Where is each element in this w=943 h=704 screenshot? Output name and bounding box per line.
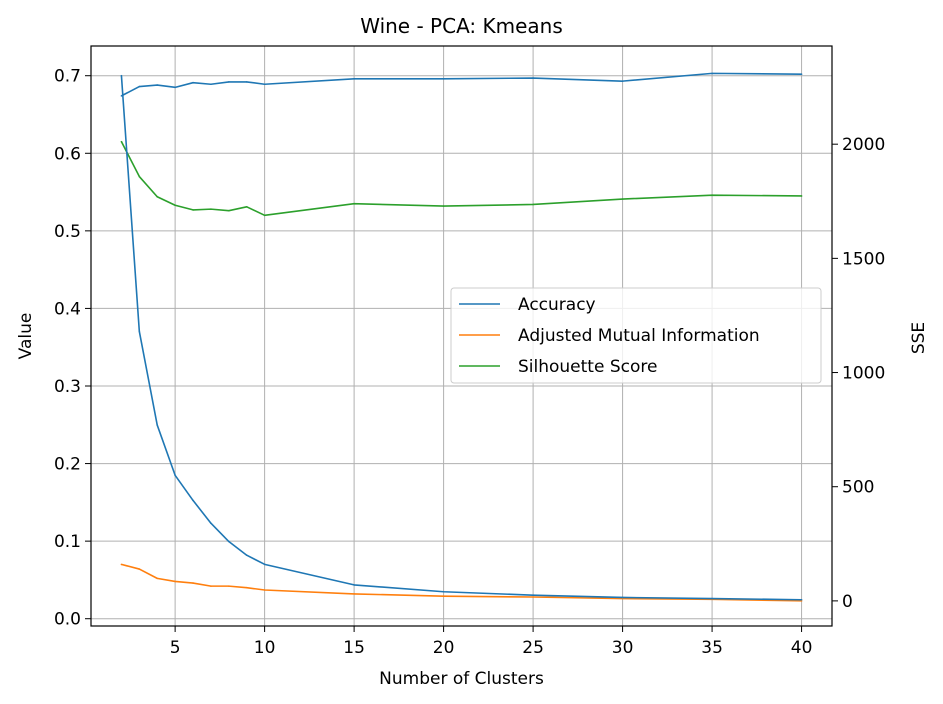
- data-point-silhouette-score: [532, 203, 534, 206]
- data-point-sse: [245, 554, 248, 557]
- legend-label-ami: Adjusted Mutual Information: [518, 326, 760, 346]
- legend: Accuracy Adjusted Mutual Information Sil…: [450, 287, 822, 384]
- data-point-accuracy: [621, 80, 624, 82]
- y2-tick-label: 1500: [842, 249, 885, 269]
- y-tick-label: 0.3: [54, 377, 81, 397]
- data-point-sse: [228, 540, 230, 543]
- data-point-silhouette-score: [138, 175, 141, 178]
- data-point-accuracy: [120, 95, 123, 97]
- data-point-accuracy: [192, 81, 194, 84]
- series-layer: [120, 72, 803, 602]
- data-point-adjusted-mutual-information: [353, 593, 355, 595]
- data-point-accuracy: [138, 85, 141, 88]
- data-point-adjusted-mutual-information: [138, 568, 141, 570]
- data-point-adjusted-mutual-information: [210, 585, 212, 587]
- data-point-silhouette-score: [245, 206, 248, 208]
- y-tick-label: 0.5: [54, 222, 81, 242]
- x-tick-label: 25: [522, 638, 544, 658]
- data-point-sse: [120, 74, 123, 77]
- data-point-accuracy: [442, 78, 445, 80]
- x-tick-label: 35: [701, 638, 723, 658]
- data-point-adjusted-mutual-information: [442, 595, 445, 598]
- data-point-accuracy: [800, 73, 803, 75]
- x-tick-label: 20: [433, 638, 455, 658]
- data-point-accuracy: [353, 78, 355, 80]
- data-point-accuracy: [174, 86, 176, 89]
- data-point-silhouette-score: [120, 140, 123, 143]
- data-point-accuracy: [263, 83, 266, 86]
- data-point-sse: [353, 584, 355, 586]
- data-point-silhouette-score: [711, 194, 713, 196]
- plot-frame: [90, 45, 833, 627]
- y2-axis-label: SSE: [909, 322, 929, 354]
- y-tick-label: 0.7: [54, 67, 81, 87]
- data-point-adjusted-mutual-information: [156, 577, 159, 580]
- legend-label-silhouette: Silhouette Score: [518, 357, 657, 377]
- data-point-silhouette-score: [210, 208, 212, 210]
- y-tick-label: 0.0: [54, 610, 81, 630]
- x-axis-label: Number of Clusters: [379, 669, 544, 689]
- data-point-adjusted-mutual-information: [120, 563, 123, 566]
- data-point-adjusted-mutual-information: [174, 580, 176, 583]
- x-tick-label: 5: [170, 638, 181, 658]
- legend-box: [450, 287, 822, 384]
- y2-tick-label: 0: [842, 592, 853, 612]
- data-point-adjusted-mutual-information: [532, 596, 534, 598]
- data-point-sse: [621, 596, 624, 599]
- y-tick-label: 0.2: [54, 455, 81, 475]
- data-point-sse: [263, 563, 266, 566]
- y-tick-label: 0.6: [54, 144, 81, 164]
- data-point-adjusted-mutual-information: [245, 586, 248, 589]
- x-tick-label: 15: [343, 638, 365, 658]
- data-point-adjusted-mutual-information: [192, 582, 194, 584]
- data-point-silhouette-score: [353, 202, 355, 205]
- y-axis-label: Value: [16, 313, 36, 360]
- y2-tick-label: 500: [842, 478, 874, 498]
- data-point-accuracy: [711, 72, 713, 75]
- data-point-silhouette-score: [442, 205, 445, 207]
- data-point-sse: [174, 474, 176, 477]
- data-point-accuracy: [210, 83, 212, 86]
- data-point-silhouette-score: [192, 209, 194, 211]
- data-point-sse: [532, 594, 534, 596]
- data-point-silhouette-score: [800, 195, 803, 197]
- data-point-silhouette-score: [263, 214, 266, 217]
- x-tick-label: 40: [791, 638, 813, 658]
- legend-label-accuracy: Accuracy: [518, 295, 596, 315]
- data-point-adjusted-mutual-information: [228, 585, 230, 587]
- y2-tick-label: 2000: [842, 135, 885, 155]
- data-point-silhouette-score: [228, 209, 230, 212]
- data-point-sse: [192, 499, 194, 502]
- data-point-adjusted-mutual-information: [263, 589, 266, 591]
- axis-layer: 5 10 15 20 25 30 35 40 0.0 0.1 0.2 0.3 0.4 0.5 0.6 0.7 0…: [54, 67, 885, 658]
- y-tick-label: 0.1: [54, 532, 81, 552]
- data-point-sse: [156, 424, 159, 426]
- x-tick-label: 10: [254, 638, 276, 658]
- data-point-sse: [800, 598, 803, 601]
- y-tick-label: 0.4: [54, 299, 81, 319]
- data-point-accuracy: [156, 84, 159, 86]
- data-point-accuracy: [228, 81, 230, 83]
- data-point-silhouette-score: [174, 204, 176, 207]
- data-point-sse: [711, 597, 713, 600]
- data-point-sse: [138, 330, 141, 333]
- x-tick-label: 30: [612, 638, 634, 658]
- data-point-accuracy: [245, 81, 248, 83]
- y2-tick-label: 1000: [842, 364, 885, 384]
- data-point-sse: [210, 522, 212, 525]
- chart-title: Wine - PCA: Kmeans: [360, 14, 563, 38]
- data-point-silhouette-score: [156, 195, 159, 198]
- data-point-accuracy: [532, 77, 534, 79]
- data-point-sse: [442, 590, 445, 593]
- data-point-silhouette-score: [621, 198, 624, 200]
